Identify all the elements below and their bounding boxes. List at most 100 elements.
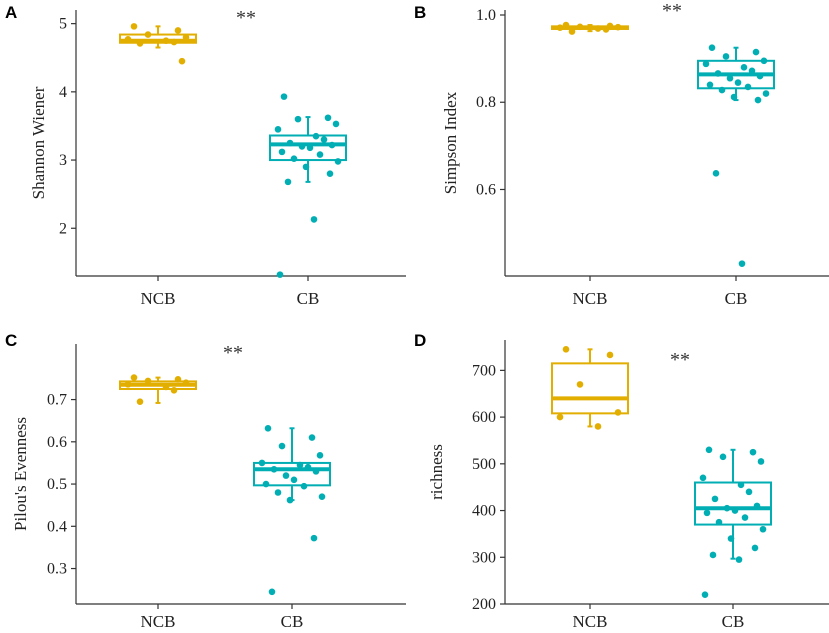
data-point xyxy=(130,23,138,30)
box-cb xyxy=(253,424,331,596)
x-tick-label: CB xyxy=(722,612,745,631)
data-point xyxy=(170,386,178,394)
data-point xyxy=(284,178,292,186)
significance-label: ** xyxy=(236,7,256,29)
data-point xyxy=(282,472,290,479)
significance-label: ** xyxy=(223,342,243,364)
box-ncb xyxy=(119,23,197,65)
data-point xyxy=(701,591,709,598)
data-point xyxy=(715,518,723,526)
data-point xyxy=(144,31,152,38)
data-point xyxy=(738,260,746,267)
data-point xyxy=(753,502,761,510)
y-tick-label: 300 xyxy=(472,549,496,566)
data-point xyxy=(759,525,767,533)
data-point xyxy=(276,271,284,278)
data-point xyxy=(334,158,342,165)
data-point xyxy=(124,381,132,388)
data-point xyxy=(748,67,756,75)
x-tick-label: NCB xyxy=(141,289,176,308)
y-axis-title: Simpson Index xyxy=(441,91,460,194)
data-point xyxy=(602,26,610,33)
panel-label: C xyxy=(5,331,17,350)
data-point xyxy=(274,489,282,496)
box-ncb xyxy=(119,374,197,405)
panel-d: D 200 300 400 500 600 700 richness NCB CB ** xyxy=(414,331,829,631)
data-point xyxy=(162,383,170,391)
data-point xyxy=(576,23,584,31)
data-point xyxy=(306,144,314,152)
data-point xyxy=(706,81,714,89)
data-point xyxy=(274,126,282,133)
data-point xyxy=(754,96,762,104)
data-point xyxy=(286,496,294,504)
data-point xyxy=(320,136,328,143)
data-point xyxy=(752,48,760,56)
data-point xyxy=(568,28,576,35)
data-point xyxy=(300,482,308,490)
data-point xyxy=(328,141,336,149)
data-point xyxy=(178,57,186,65)
data-point xyxy=(316,452,324,459)
data-point xyxy=(278,442,286,450)
panel-c: C 0.3 0.4 0.5 0.6 0.7 Pilou's Evenness NCB CB ** xyxy=(5,331,406,631)
y-tick-label: 1.0 xyxy=(476,7,496,24)
data-point xyxy=(730,93,738,101)
panel-label: B xyxy=(414,3,426,22)
data-point xyxy=(144,377,152,385)
data-point xyxy=(258,459,266,467)
data-point xyxy=(556,413,564,421)
data-point xyxy=(290,476,298,484)
y-tick-label: 700 xyxy=(472,362,496,379)
panel-a: A 2 3 4 5 Shannon Wiener NCB CB ** xyxy=(5,3,406,308)
data-point xyxy=(614,23,622,31)
y-tick-label: 0.3 xyxy=(47,561,67,578)
y-tick-label: 0.6 xyxy=(476,181,496,198)
data-point xyxy=(326,170,334,177)
data-point xyxy=(268,588,276,596)
significance-label: ** xyxy=(662,0,682,22)
y-tick-label: 4 xyxy=(59,84,67,101)
data-point xyxy=(264,424,272,432)
y-axis-title: richness xyxy=(427,444,446,500)
data-point xyxy=(718,86,726,94)
box-iqr xyxy=(253,461,331,487)
x-tick-label: CB xyxy=(297,289,320,308)
box-cb xyxy=(269,93,347,278)
y-tick-label: 500 xyxy=(472,456,496,473)
data-point xyxy=(749,448,757,456)
data-point xyxy=(556,24,564,31)
data-point xyxy=(699,474,707,482)
data-point xyxy=(136,398,144,405)
box-iqr xyxy=(119,33,197,44)
data-point xyxy=(714,70,722,77)
data-point xyxy=(302,163,310,171)
data-point xyxy=(162,37,170,44)
data-point xyxy=(723,504,731,512)
data-point xyxy=(304,463,312,471)
data-point xyxy=(308,434,316,441)
data-point xyxy=(270,465,278,473)
y-tick-label: 3 xyxy=(59,152,67,169)
x-tick-label: CB xyxy=(281,612,304,631)
data-point xyxy=(727,535,735,542)
data-point xyxy=(318,493,326,501)
data-point xyxy=(709,551,717,559)
data-point xyxy=(298,143,306,150)
data-point xyxy=(594,423,602,430)
y-tick-label: 600 xyxy=(472,409,496,426)
data-point xyxy=(751,544,759,552)
y-axis-title: Pilou's Evenness xyxy=(11,417,30,531)
y-tick-label: 5 xyxy=(59,16,67,33)
y-tick-label: 0.5 xyxy=(47,476,67,493)
data-point xyxy=(324,114,332,122)
data-point xyxy=(296,461,304,469)
data-point xyxy=(562,346,570,353)
x-tick-label: CB xyxy=(725,289,748,308)
x-tick-label: NCB xyxy=(573,289,608,308)
data-point xyxy=(756,72,764,80)
data-point xyxy=(744,83,752,91)
y-tick-label: 0.7 xyxy=(47,392,67,409)
box-ncb xyxy=(551,346,629,430)
data-point xyxy=(278,148,286,156)
